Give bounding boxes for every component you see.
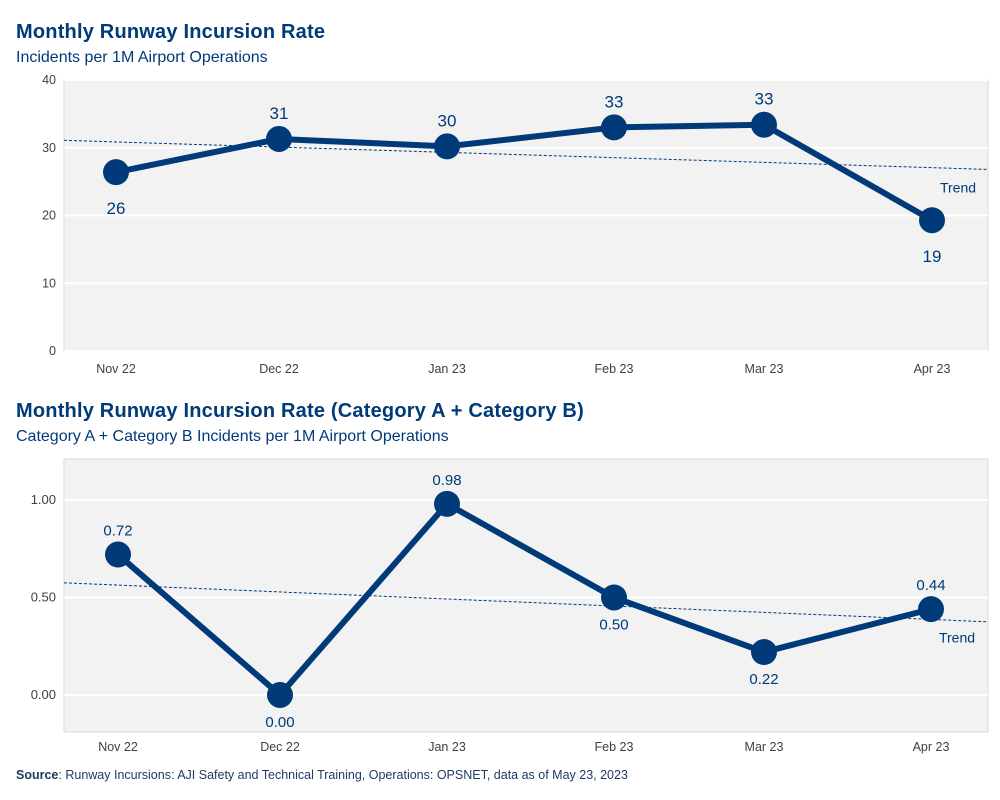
chart1-data-point: [266, 125, 292, 152]
chart1-data-label: 30: [438, 111, 457, 130]
chart1-title: Monthly Runway Incursion Rate: [16, 21, 326, 43]
chart1-data-label: 33: [755, 90, 774, 109]
chart1-y-tick-label: 30: [42, 141, 56, 155]
source-note: Source: Runway Incursions: AJI Safety an…: [16, 768, 628, 782]
chart1-subtitle: Incidents per 1M Airport Operations: [16, 49, 268, 66]
chart1-data-label: 19: [923, 247, 942, 266]
chart2-series-line: [116, 500, 932, 698]
chart2-x-tick-label: Jan 23: [428, 740, 466, 754]
chart2-data-point: [751, 639, 777, 666]
chart2-data-point: [434, 490, 460, 517]
chart2-x-tick-label: Apr 23: [913, 740, 950, 754]
chart1-line-chart: 0 10 20 30 40 Nov 22 Dec 22 Jan 23 Feb 23 Mar 23 A…: [42, 73, 989, 376]
chart2-data-point: [267, 681, 293, 708]
chart2-data-label: 0.50: [599, 616, 628, 633]
chart1-x-tick-label: Jan 23: [428, 362, 466, 376]
chart2-x-tick-label: Dec 22: [260, 740, 300, 754]
chart2-data-label: 0.72: [103, 523, 132, 540]
chart2-data-label: 0.98: [432, 472, 461, 489]
chart2-trend-line: [63, 582, 989, 623]
chart2-plot-area: [63, 458, 989, 733]
chart2-x-tick-label: Mar 23: [745, 740, 784, 754]
chart1-data-point: [751, 111, 777, 138]
chart2-data-point: [105, 541, 131, 568]
chart1-trend-label: Trend: [940, 180, 976, 196]
chart2-x-tick-label: Nov 22: [98, 740, 138, 754]
chart1-data-label: 31: [270, 104, 289, 123]
chart2-x-tick-label: Feb 23: [595, 740, 634, 754]
chart1-x-tick-label: Apr 23: [914, 362, 951, 376]
chart2-title: Monthly Runway Incursion Rate (Category …: [16, 400, 584, 422]
chart1-data-point: [601, 114, 627, 141]
chart1-data-point: [103, 159, 129, 186]
chart1-x-tick-label: Mar 23: [745, 362, 784, 376]
chart1-x-tick-label: Nov 22: [96, 362, 136, 376]
chart2-data-label: 0.22: [749, 671, 778, 688]
chart2-y-tick-label: 0.50: [31, 589, 56, 604]
chart2-trend-label: Trend: [939, 629, 975, 645]
chart1-data-point: [919, 207, 945, 234]
chart1-y-tick-label: 10: [42, 276, 56, 290]
chart1-data-label: 26: [107, 199, 126, 218]
chart2-data-label: 0.00: [265, 714, 294, 731]
chart2-y-tick-label: 1.00: [31, 492, 56, 507]
chart2-subtitle: Category A + Category B Incidents per 1M…: [16, 428, 449, 445]
chart1-x-tick-label: Feb 23: [595, 362, 634, 376]
chart1-data-point: [434, 133, 460, 160]
chart2-line-chart: 0.00 0.50 1.00 Nov 22 Dec 22 Jan 23 Feb 23 Mar …: [31, 458, 989, 754]
chart2-data-point: [601, 584, 627, 611]
chart1-x-tick-label: Dec 22: [259, 362, 299, 376]
chart1-data-label: 33: [605, 92, 624, 111]
chart1-series-line: [115, 121, 934, 223]
chart1-y-tick-label: 20: [42, 209, 56, 223]
chart2-data-label: 0.44: [916, 577, 945, 594]
chart2-y-tick-label: 0.00: [31, 687, 56, 702]
source-text: : Runway Incursions: AJI Safety and Tech…: [58, 768, 628, 782]
chart1-y-tick-label: 0: [49, 344, 56, 358]
source-label: Source: [16, 768, 59, 782]
chart2-data-point: [918, 596, 944, 623]
chart1-y-tick-label: 40: [42, 73, 56, 87]
